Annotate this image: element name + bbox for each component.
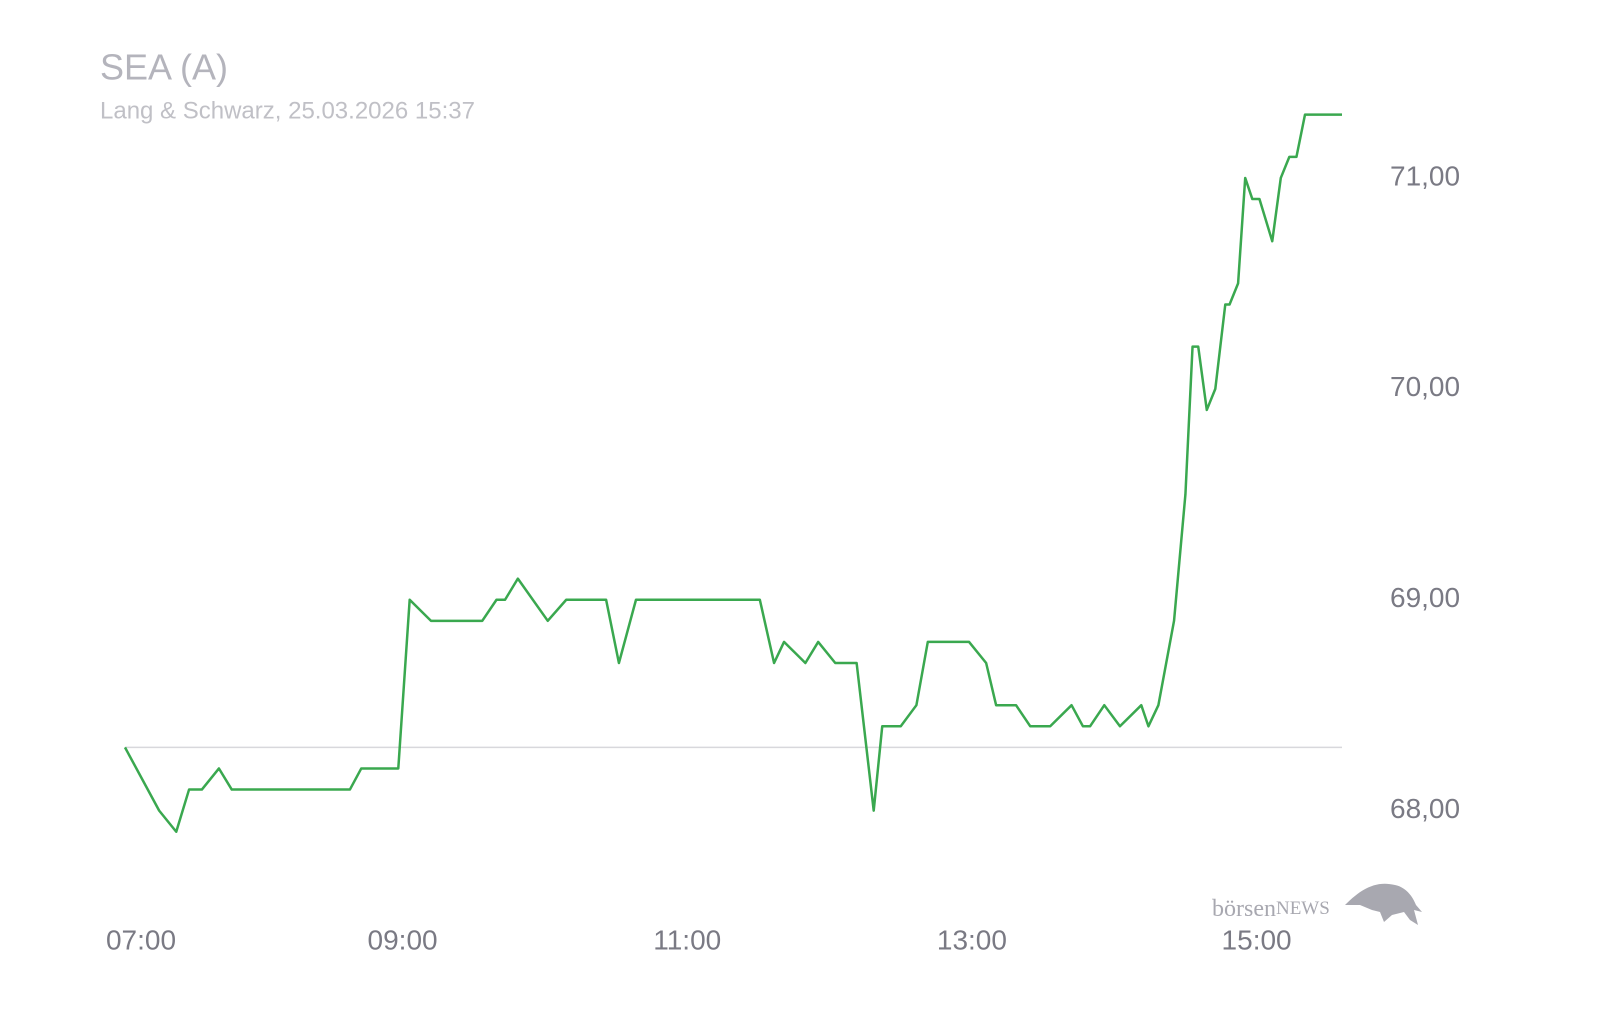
x-tick-label: 07:00 xyxy=(106,924,176,955)
y-tick-label: 68,00 xyxy=(1390,793,1460,824)
price-line xyxy=(123,113,1342,833)
chart-title: SEA (A) xyxy=(100,47,228,88)
logo-part: NEWS xyxy=(1276,898,1330,919)
x-tick-label: 11:00 xyxy=(653,924,721,955)
y-tick-label: 69,00 xyxy=(1390,582,1460,613)
logo-part: börsen xyxy=(1212,896,1276,922)
x-tick-label: 09:00 xyxy=(368,924,438,955)
logo-bull xyxy=(1345,883,1422,925)
y-tick-label: 70,00 xyxy=(1390,371,1460,402)
chart-subtitle: Lang & Schwarz, 25.03.2026 15:37 xyxy=(100,97,475,124)
logo: börsenNEWS xyxy=(1212,883,1422,925)
logo-text: börsenNEWS xyxy=(1212,896,1330,922)
x-tick-label: 15:00 xyxy=(1222,924,1292,955)
x-tick-label: 13:00 xyxy=(937,924,1007,955)
y-tick-label: 71,00 xyxy=(1390,160,1460,191)
